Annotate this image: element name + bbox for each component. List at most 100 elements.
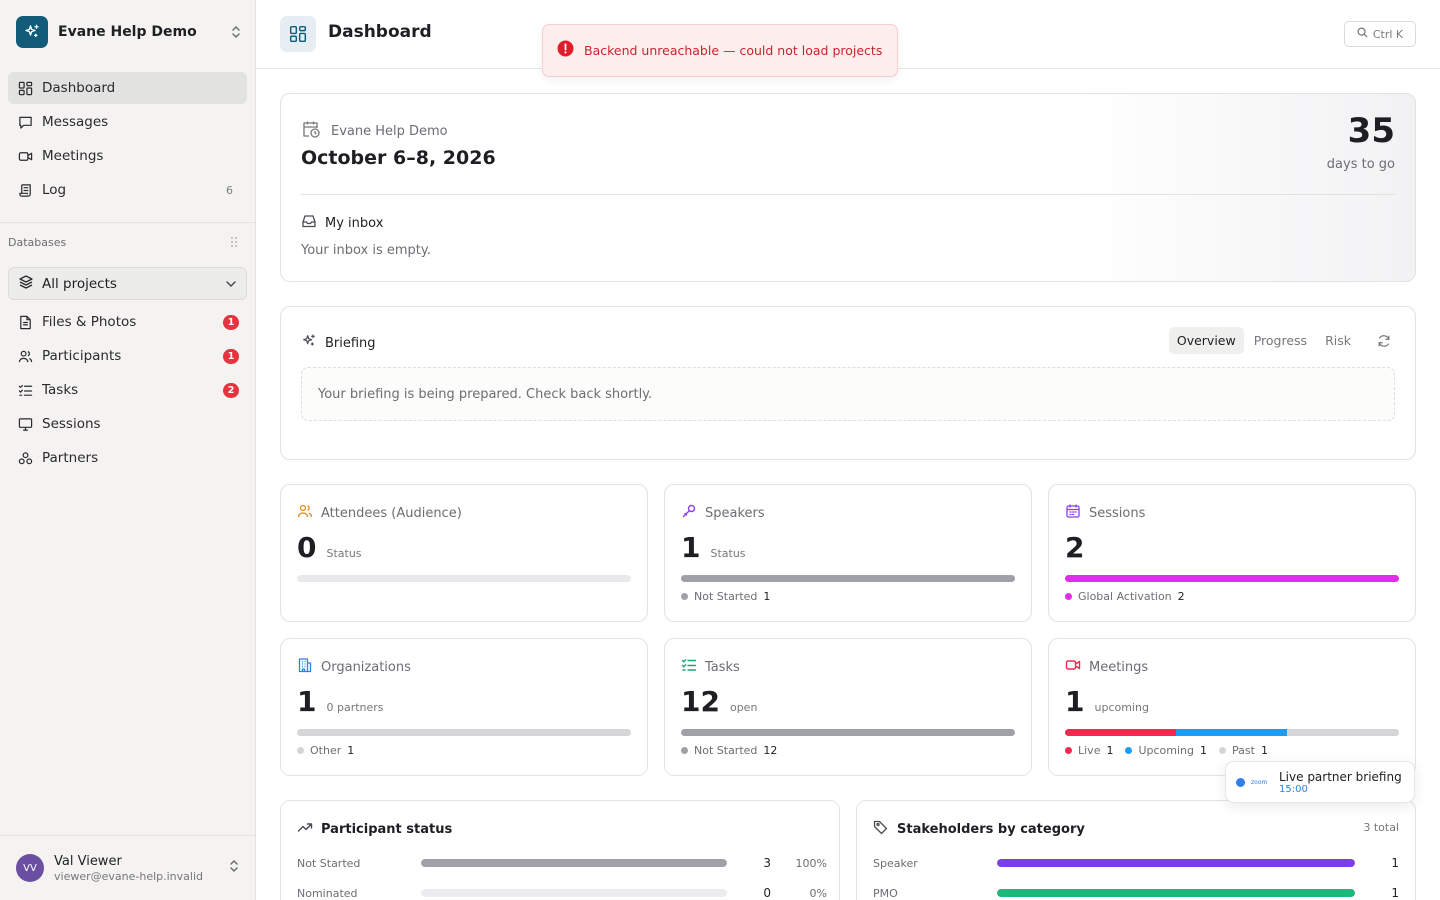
sidebar-item-sessions[interactable]: Sessions — [8, 408, 247, 440]
row-label: Not Started — [297, 856, 361, 870]
user-info: Val Viewer viewer@evane-help.invalid — [54, 854, 228, 883]
user-menu[interactable]: VV Val Viewer viewer@evane-help.invalid — [0, 835, 256, 900]
stat-value: 1 Status — [681, 531, 746, 564]
video-icon — [16, 147, 34, 165]
workspace-switcher[interactable]: Evane Help Demo — [16, 16, 248, 48]
stat-title-label: Sessions — [1089, 505, 1146, 521]
tab-progress[interactable]: Progress — [1253, 333, 1308, 348]
checklist-icon — [16, 381, 34, 399]
row-fill — [421, 859, 727, 867]
sidebar-item-label: Log — [42, 182, 67, 198]
database-nav: Files & Photos 1 Participants 1 Tasks 2 … — [8, 306, 247, 476]
bar-segment-not-started — [681, 575, 1015, 582]
inbox-heading: My inbox — [301, 213, 383, 233]
sidebar-item-label: Meetings — [42, 148, 104, 164]
user-name: Val Viewer — [54, 853, 122, 869]
zoom-logo: zoom — [1251, 778, 1268, 786]
chevron-down-icon — [225, 276, 237, 292]
stat-card-meetings[interactable]: Meetings 1 upcoming Live 1 Upcoming 1 Past… — [1048, 638, 1416, 776]
refresh-icon[interactable] — [1369, 334, 1399, 348]
stat-number: 12 — [681, 685, 720, 718]
building-icon — [297, 657, 313, 677]
legend-count: 1 — [347, 744, 355, 757]
row-fill — [997, 859, 1355, 867]
sidebar-item-meetings[interactable]: Meetings — [8, 140, 247, 172]
stat-title-label: Organizations — [321, 659, 411, 675]
popup-text: Live partner briefing 15:00 — [1279, 770, 1402, 795]
legend-dot — [297, 747, 304, 754]
stat-number: 1 — [1065, 685, 1085, 718]
status-row: Nominated 0 0% — [297, 885, 827, 900]
avatar: VV — [16, 854, 44, 882]
row-count: 3 — [763, 856, 771, 870]
card-title: Participant status — [321, 821, 453, 837]
command-search-button[interactable]: Ctrl K — [1344, 21, 1416, 47]
legend: Not Started 12 — [681, 744, 789, 757]
tab-overview[interactable]: Overview — [1168, 327, 1244, 354]
dashboard-icon — [280, 16, 316, 52]
sidebar-item-dashboard[interactable]: Dashboard — [8, 72, 247, 104]
live-meeting-popup[interactable]: zoom Live partner briefing 15:00 — [1225, 761, 1415, 803]
sidebar-item-files-photos[interactable]: Files & Photos 1 — [8, 306, 247, 338]
stat-title-label: Tasks — [705, 659, 740, 675]
stat-title: Tasks — [681, 657, 740, 677]
video-icon — [1065, 657, 1081, 677]
sidebar-item-label: Messages — [42, 114, 109, 130]
status-row: Not Started 3 100% — [297, 855, 827, 871]
stat-value: 12 open — [681, 685, 757, 718]
sparkles-icon — [301, 333, 317, 353]
legend: Other 1 — [297, 744, 366, 757]
sidebar-item-participants[interactable]: Participants 1 — [8, 340, 247, 372]
stat-title-label: Meetings — [1089, 659, 1149, 675]
card-heading: Participant status — [297, 819, 452, 839]
sidebar-item-log[interactable]: Log 6 — [8, 174, 247, 206]
stat-card-speakers[interactable]: Speakers 1 Status Not Started 1 — [664, 484, 1032, 622]
tab-risk[interactable]: Risk — [1325, 333, 1351, 348]
stat-card-organizations[interactable]: Organizations 1 0 partners Other 1 — [280, 638, 648, 776]
legend-label: Live — [1078, 744, 1101, 757]
stat-card-tasks[interactable]: Tasks 12 open Not Started 12 — [664, 638, 1032, 776]
drag-handle-icon[interactable] — [230, 236, 238, 252]
inbox-icon — [301, 213, 317, 233]
progress-bar — [297, 575, 631, 582]
row-bar — [997, 889, 1355, 897]
stat-card-sessions[interactable]: Sessions 2 Global Activation 2 — [1048, 484, 1416, 622]
row-count: 1 — [1391, 856, 1399, 870]
legend-label: Not Started — [694, 590, 758, 603]
event-date: October 6–8, 2026 — [301, 147, 496, 169]
legend-item: Global Activation 2 — [1065, 590, 1185, 603]
row-bar — [421, 889, 727, 897]
legend-count: 1 — [763, 590, 771, 603]
sidebar-item-label: Tasks — [42, 382, 79, 398]
file-icon — [16, 313, 34, 331]
error-toast[interactable]: Backend unreachable — could not load pro… — [542, 24, 898, 77]
row-bar — [997, 859, 1355, 867]
days-count: 35 — [1347, 111, 1395, 151]
briefing-heading: Briefing — [301, 333, 376, 353]
card-title: Stakeholders by category — [897, 821, 1085, 837]
sidebar-item-messages[interactable]: Messages — [8, 106, 247, 138]
sidebar-item-label: Participants — [42, 348, 122, 364]
row-bar — [421, 859, 727, 867]
stat-card-attendees[interactable]: Attendees (Audience) 0 Status — [280, 484, 648, 622]
microphone-icon — [681, 503, 697, 523]
chevron-updown-icon — [228, 859, 240, 877]
legend: Live 1 Upcoming 1 Past 1 — [1065, 744, 1280, 757]
user-email: viewer@evane-help.invalid — [54, 869, 203, 883]
inbox-empty-text: Your inbox is empty. — [301, 243, 431, 258]
briefing-card: Briefing Overview Progress Risk Your bri… — [280, 306, 1416, 460]
progress-bar — [681, 729, 1015, 736]
sidebar-item-tasks[interactable]: Tasks 2 — [8, 374, 247, 406]
shortcut-label: Ctrl K — [1372, 27, 1404, 41]
sidebar-item-partners[interactable]: Partners — [8, 442, 247, 474]
stat-number: 0 — [297, 531, 317, 564]
layers-icon — [18, 274, 34, 294]
message-icon — [16, 113, 34, 131]
row-label: Nominated — [297, 886, 358, 900]
sidebar: Evane Help Demo Dashboard Messages Meeti… — [0, 0, 256, 900]
stat-title: Speakers — [681, 503, 765, 523]
legend: Not Started 1 — [681, 590, 782, 603]
live-dot — [1236, 777, 1245, 787]
project-select[interactable]: All projects — [8, 267, 247, 300]
users-icon — [16, 347, 34, 365]
